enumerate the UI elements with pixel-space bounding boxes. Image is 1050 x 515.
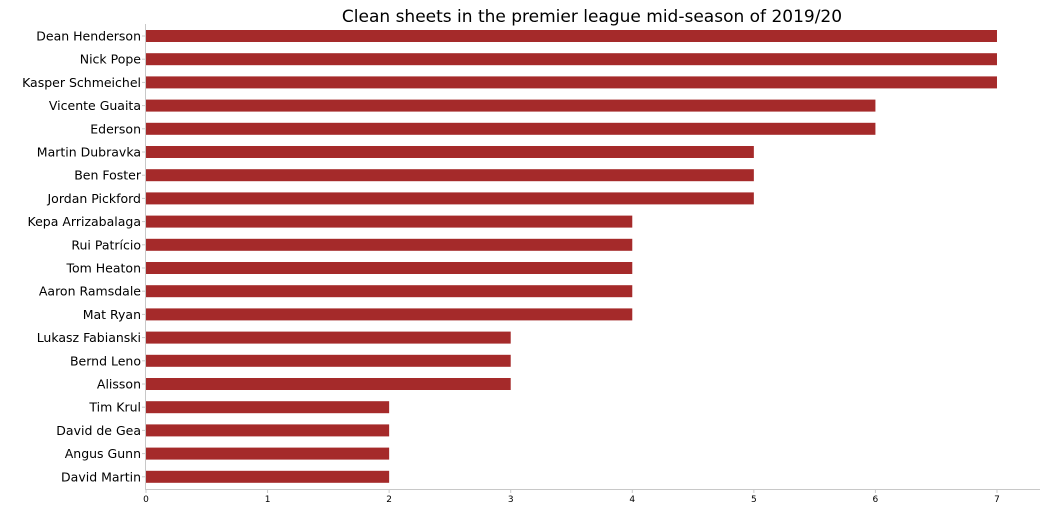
- bar: [146, 401, 390, 414]
- bar: [146, 331, 511, 344]
- y-tick-label: David Martin: [61, 469, 141, 484]
- y-tick-label: Kasper Schmeichel: [22, 75, 141, 90]
- chart-title: Clean sheets in the premier league mid-s…: [342, 7, 842, 27]
- bar: [146, 76, 997, 89]
- y-tick-label: Dean Henderson: [36, 29, 141, 44]
- x-tick-label: 5: [751, 495, 757, 505]
- bar: [146, 470, 390, 483]
- x-tick-label: 7: [994, 495, 1000, 505]
- bar: [146, 99, 876, 112]
- y-tick-label: Tim Krul: [88, 400, 141, 415]
- y-tick-label: Jordan Pickford: [47, 191, 142, 206]
- y-tick-label: Martin Dubravka: [37, 145, 141, 160]
- y-tick-label: Nick Pope: [80, 52, 142, 67]
- bar: [146, 285, 633, 298]
- x-tick-label: 0: [143, 495, 149, 505]
- x-tick-label: 3: [508, 495, 514, 505]
- bar: [146, 192, 754, 205]
- x-tick-label: 1: [265, 495, 271, 505]
- bar: [146, 262, 633, 274]
- x-tick-label: 2: [386, 495, 392, 505]
- bar: [146, 215, 633, 228]
- y-tick-label: Ederson: [90, 121, 141, 136]
- y-tick-label: Bernd Leno: [70, 353, 141, 368]
- y-tick-label: Tom Heaton: [65, 261, 141, 276]
- bar: [146, 169, 754, 182]
- y-tick-label: Mat Ryan: [83, 307, 141, 322]
- y-tick-label: Angus Gunn: [65, 446, 141, 461]
- bar: [146, 354, 511, 367]
- bar: [146, 424, 390, 437]
- y-tick-label: Kepa Arrizabalaga: [28, 214, 141, 229]
- y-tick-label: Vicente Guaita: [49, 98, 141, 113]
- y-tick-label: Ben Foster: [74, 168, 142, 183]
- bar: [146, 30, 997, 42]
- y-tick-label: Rui Patrício: [71, 237, 141, 252]
- y-tick-label: David de Gea: [56, 423, 141, 438]
- bar: [146, 53, 997, 66]
- x-tick-label: 4: [629, 495, 635, 505]
- bar: [146, 308, 633, 321]
- bar: [146, 146, 754, 158]
- bar: [146, 378, 511, 390]
- y-tick-label: Aaron Ramsdale: [39, 284, 141, 299]
- x-tick-label: 6: [873, 495, 879, 505]
- bar: [146, 447, 390, 460]
- y-tick-label: Lukasz Fabianski: [37, 330, 141, 345]
- bar: [146, 238, 633, 251]
- y-tick-label: Alisson: [97, 377, 141, 392]
- bar: [146, 122, 876, 135]
- plot-area: Dean Henderson Nick Pope Kasper Schmeichel…: [22, 29, 1000, 506]
